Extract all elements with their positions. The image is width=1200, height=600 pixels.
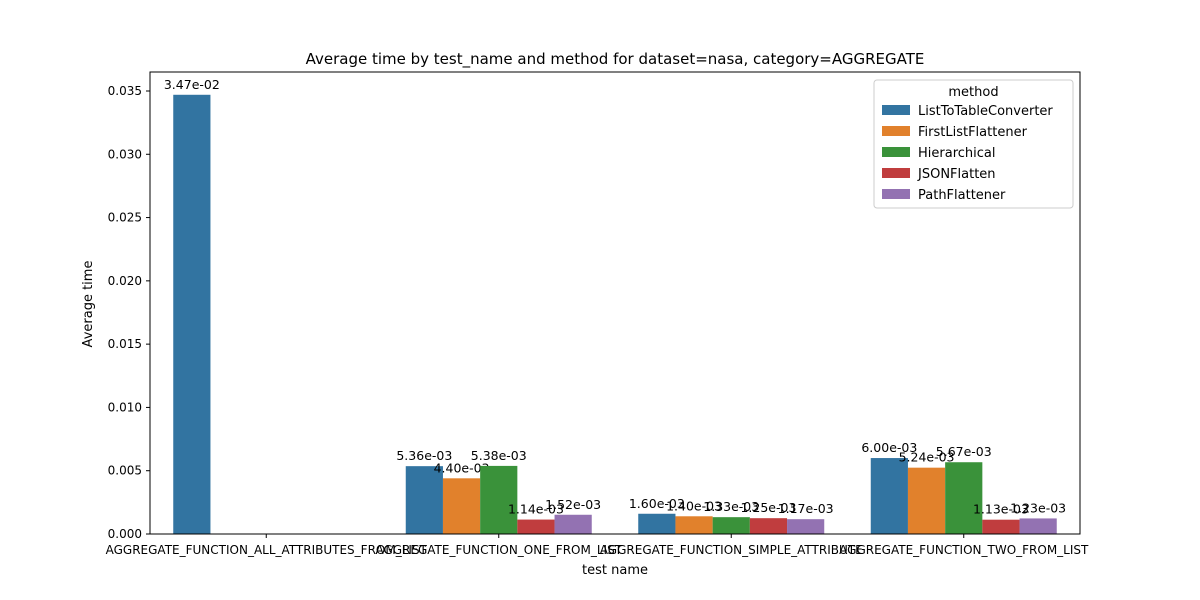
- data-label: 5.67e-03: [936, 444, 992, 459]
- legend-box: [873, 79, 1074, 209]
- data-label: 1.17e-03: [778, 501, 834, 516]
- legend-entry: PathFlattener: [918, 188, 1006, 203]
- x-axis-label: test name: [582, 563, 648, 578]
- chart-title: Average time by test_name and method for…: [306, 50, 925, 69]
- y-tick-label: 0.010: [108, 400, 142, 414]
- legend-swatch: [882, 105, 910, 115]
- y-tick-label: 0.015: [108, 337, 142, 351]
- y-tick-label: 0.035: [108, 84, 142, 98]
- data-label: 1.60e-03: [629, 496, 685, 511]
- bar: [480, 465, 518, 534]
- y-axis-label: Average time: [81, 261, 96, 348]
- data-label: 6.00e-03: [861, 440, 917, 455]
- legend-entry: FirstListFlattener: [918, 125, 1028, 140]
- legend-swatch: [882, 168, 910, 178]
- y-tick-label: 0.030: [108, 147, 142, 161]
- data-label: 4.40e-03: [434, 460, 490, 475]
- data-label: 1.13e-03: [973, 502, 1029, 517]
- y-tick-label: 0.020: [108, 274, 142, 288]
- x-tick-label: AGGREGATE_FUNCTION_ONE_FROM_LIST: [375, 543, 622, 557]
- data-label: 5.36e-03: [396, 448, 452, 463]
- data-label: 1.33e-03: [703, 499, 759, 514]
- bar: [870, 458, 908, 534]
- x-tick-label: AGGREGATE_FUNCTION_SIMPLE_ATTRIBUTE: [600, 543, 863, 557]
- data-label: 1.25e-03: [740, 500, 796, 515]
- data-label: 1.14e-03: [508, 502, 564, 517]
- bar: [982, 519, 1020, 534]
- data-label: 1.40e-03: [666, 498, 722, 513]
- legend-swatch: [882, 126, 910, 136]
- bar: [749, 518, 788, 534]
- plot-frame: [149, 71, 1081, 535]
- bar: [554, 514, 592, 534]
- data-label: 5.38e-03: [471, 448, 527, 463]
- legend-entry: JSONFlatten: [917, 167, 996, 182]
- bar: [907, 467, 946, 534]
- data-label: 1.52e-03: [545, 497, 601, 512]
- x-tick-label: AGGREGATE_FUNCTION_TWO_FROM_LIST: [839, 543, 1089, 557]
- y-tick-label: 0.005: [108, 464, 142, 478]
- bar: [1019, 518, 1057, 534]
- bar: [675, 516, 713, 534]
- axes: 0.000 0.005 0.010 0.015 0.020 0.025 0.030 0.035…: [106, 71, 1089, 557]
- bar: [638, 513, 676, 534]
- legend-title: method: [948, 85, 998, 100]
- y-tick-label: 0.000: [108, 527, 142, 541]
- y-tick-label: 0.025: [108, 211, 142, 225]
- bar: [405, 466, 443, 534]
- x-tick-label: AGGREGATE_FUNCTION_ALL_ATTRIBUTES_FROM_L…: [106, 543, 428, 557]
- data-label: 3.47e-02: [164, 77, 220, 92]
- bar: [945, 462, 983, 534]
- legend-entry: ListToTableConverter: [918, 104, 1053, 119]
- legend-swatch: [882, 147, 910, 157]
- data-label: 1.23e-03: [1010, 500, 1066, 515]
- bar: [442, 478, 481, 534]
- legend: method ListToTableConverter FirstListFlatt…: [873, 79, 1074, 209]
- bar: [787, 519, 825, 534]
- bar: [712, 517, 750, 534]
- legend-swatch: [882, 189, 910, 199]
- data-label: 5.24e-03: [899, 450, 955, 465]
- legend-entry: Hierarchical: [918, 146, 995, 161]
- bar: [173, 94, 211, 534]
- plot-area: 3.47e-02 5.36e-03 1.60e-03 6.00e-03 4.40e-03…: [164, 77, 1066, 534]
- bar: [517, 519, 555, 534]
